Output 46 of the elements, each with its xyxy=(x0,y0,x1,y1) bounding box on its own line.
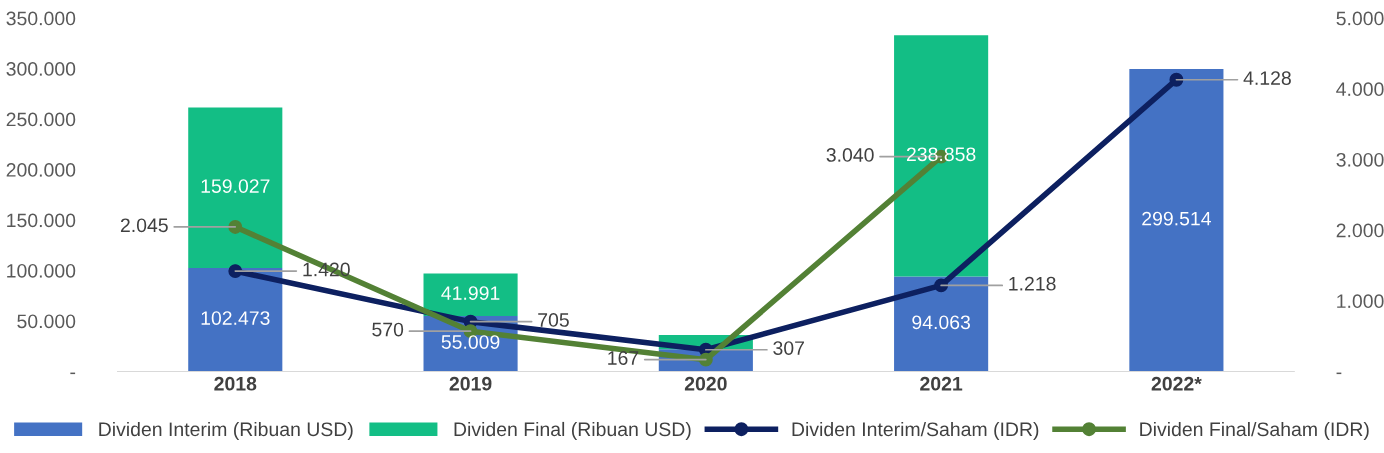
data-label: 94.063 xyxy=(912,315,970,330)
legend-label: Dividen Final (Ribuan USD) xyxy=(454,421,691,441)
data-label: 570 xyxy=(372,322,404,337)
data-label: 102.473 xyxy=(201,311,270,325)
y2-tick-label: 1.000 xyxy=(1337,294,1384,309)
y-tick-label: 100.000 xyxy=(7,263,76,278)
y2-tick-label: 3.000 xyxy=(1336,152,1384,167)
y2-tick-label: 5.000 xyxy=(1336,11,1384,26)
x-tick-label: 2019 xyxy=(449,376,492,391)
bar xyxy=(894,276,989,372)
data-label: 238.858 xyxy=(906,147,976,162)
bar xyxy=(188,107,283,269)
legend-label: Dividen Final/Saham (IDR) xyxy=(1140,421,1369,441)
y-tick-label: 200.000 xyxy=(6,163,76,177)
y-tick-label: 250.000 xyxy=(6,112,76,127)
data-label: 3.040 xyxy=(826,148,874,162)
bar xyxy=(894,35,989,277)
data-label: 299.514 xyxy=(1142,211,1211,226)
data-label: 55.009 xyxy=(441,335,500,349)
y2-tick-label: - xyxy=(1336,372,1342,375)
data-label: 705 xyxy=(538,313,569,327)
data-label: 4.128 xyxy=(1243,71,1291,85)
data-label: 41.991 xyxy=(441,286,500,300)
data-label: 159.027 xyxy=(201,179,270,193)
y-tick-label: - xyxy=(70,372,76,375)
legend-label: Dividen Interim (Ribuan USD) xyxy=(99,421,353,441)
y-tick-label: 350.000 xyxy=(6,11,76,26)
x-tick-label: 2021 xyxy=(920,376,963,391)
bar xyxy=(1129,69,1224,372)
bar xyxy=(188,268,283,372)
x-tick-label: 2018 xyxy=(214,376,257,391)
data-label: 2.045 xyxy=(120,218,168,233)
y2-tick-label: 2.000 xyxy=(1336,223,1384,238)
x-tick-label: 2020 xyxy=(684,376,727,391)
y2-tick-label: 4.000 xyxy=(1336,82,1384,97)
y-tick-label: 50.000 xyxy=(17,314,76,329)
data-label: 167 xyxy=(608,351,639,365)
point xyxy=(698,352,713,367)
bar xyxy=(423,273,518,316)
point xyxy=(934,278,949,293)
x-tick-label: 2022* xyxy=(1151,376,1202,391)
legend-label: Dividen Interim/Saham (IDR) xyxy=(792,421,1039,441)
data-label: 1.218 xyxy=(1009,276,1056,291)
y-tick-label: 150.000 xyxy=(7,213,76,228)
y-tick-label: 300.000 xyxy=(6,62,76,76)
data-label: 307 xyxy=(773,341,804,355)
